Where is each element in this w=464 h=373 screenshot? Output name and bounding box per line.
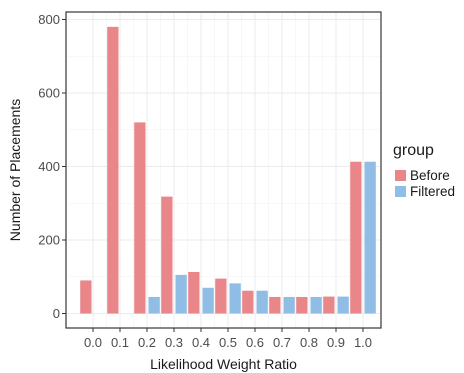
- bar-before: [161, 196, 173, 314]
- x-tick-label: 0.7: [273, 335, 291, 350]
- bar-filtered: [337, 296, 349, 314]
- x-axis-title: Likelihood Weight Ratio: [150, 356, 297, 372]
- legend-label-before: Before: [410, 168, 450, 183]
- legend-key-filtered: [395, 186, 406, 197]
- bar-filtered: [148, 296, 160, 314]
- bar-before: [215, 278, 227, 314]
- bar-before: [107, 26, 119, 314]
- y-tick-label: 400: [38, 159, 60, 174]
- bar-filtered: [175, 274, 187, 314]
- legend-title: group: [393, 142, 434, 159]
- axis-ticks: 0 200 400 600 800 0.0 0.1 0.2 0.3 0.4 0.5 0.6 0.7 0.8…: [38, 12, 372, 350]
- x-tick-label: 0.3: [165, 335, 183, 350]
- bar-filtered: [283, 296, 295, 314]
- bar-filtered: [310, 296, 322, 314]
- x-tick-label: 0.0: [84, 335, 102, 350]
- x-tick-label: 0.2: [138, 335, 156, 350]
- bar-before: [242, 290, 254, 314]
- bar-before: [323, 296, 335, 314]
- plot-border: [65, 11, 382, 329]
- legend-label-filtered: Filtered: [410, 184, 455, 199]
- bar-before: [80, 280, 92, 314]
- bars: [80, 26, 376, 314]
- y-tick-label: 600: [38, 86, 60, 101]
- bar-filtered: [229, 283, 241, 314]
- bar-before: [134, 122, 146, 314]
- x-tick-label: 0.9: [327, 335, 345, 350]
- x-tick-label: 1.0: [354, 335, 372, 350]
- x-tick-label: 0.4: [192, 335, 210, 350]
- x-tick-label: 0.8: [300, 335, 318, 350]
- bar-filtered: [256, 290, 268, 314]
- y-tick-label: 200: [38, 233, 60, 248]
- x-tick-label: 0.6: [246, 335, 264, 350]
- y-tick-label: 0: [53, 306, 60, 321]
- y-tick-label: 800: [38, 12, 60, 27]
- x-tick-label: 0.5: [219, 335, 237, 350]
- bar-before: [188, 271, 200, 314]
- legend-key-before: [395, 170, 406, 181]
- y-axis-title: Number of Placements: [7, 99, 23, 241]
- bar-before: [350, 161, 362, 314]
- bar-before: [296, 296, 308, 314]
- bar-before: [269, 296, 281, 314]
- x-tick-label: 0.1: [111, 335, 129, 350]
- bar-filtered: [364, 161, 376, 314]
- bar-filtered: [202, 287, 214, 314]
